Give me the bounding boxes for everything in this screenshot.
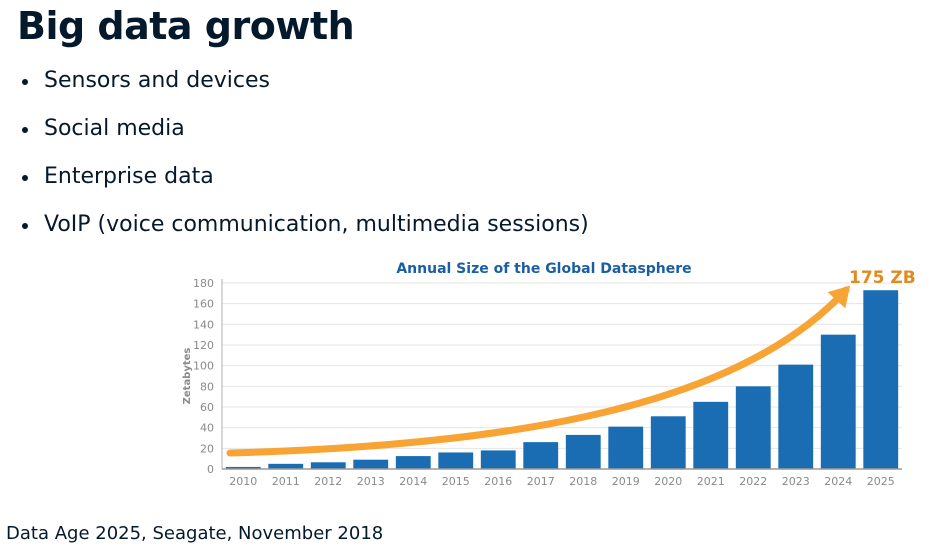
bar [778,364,814,469]
x-tick-label: 2013 [357,475,385,488]
bar [608,426,644,469]
x-tick-label: 2017 [527,475,555,488]
x-tick-label: 2020 [654,475,682,488]
y-tick-label: 40 [200,422,214,435]
y-axis-label: Zetabytes [182,348,193,405]
x-tick-label: 2012 [314,475,342,488]
y-tick-label: 140 [193,318,214,331]
bar [395,456,431,469]
x-tick-label: 2016 [484,475,512,488]
bar [650,416,686,469]
x-tick-label: 2024 [824,475,852,488]
x-tick-label: 2023 [782,475,810,488]
growth-arrow-icon [827,285,851,309]
x-tick-label: 2011 [272,475,300,488]
bullet-dot-icon [22,175,28,181]
bullet-list: Sensors and devices Social media Enterpr… [22,66,589,258]
x-tick-label: 2019 [612,475,640,488]
bullet-text: Sensors and devices [44,68,270,93]
bullet-item: Social media [22,114,589,162]
bullet-dot-icon [22,127,28,133]
bar [523,442,559,469]
x-tick-label: 2010 [229,475,257,488]
bar [310,462,346,469]
y-tick-label: 20 [200,442,214,455]
bar [268,463,304,469]
bullet-text: Social media [44,116,185,141]
bullet-item: VoIP (voice communication, multimedia se… [22,210,589,258]
page-title: Big data growth [17,4,355,48]
bullet-item: Enterprise data [22,162,589,210]
bar [225,466,261,469]
bar [565,434,601,469]
bar [735,386,771,469]
chart-title: Annual Size of the Global Datasphere [396,261,691,277]
bar [820,334,856,469]
bar [353,459,389,469]
x-tick-label: 2022 [739,475,767,488]
bar [693,401,729,469]
y-tick-label: 100 [193,360,214,373]
source-citation: Data Age 2025, Seagate, November 2018 [6,523,384,544]
x-tick-label: 2015 [442,475,470,488]
bar [863,290,899,469]
bullet-text: Enterprise data [44,164,214,189]
bar [438,452,474,469]
y-tick-label: 160 [193,298,214,311]
y-tick-label: 0 [207,463,214,476]
x-tick-label: 2021 [697,475,725,488]
bullet-dot-icon [22,79,28,85]
y-tick-label: 120 [193,339,214,352]
growth-curve [226,286,850,457]
y-tick-label: 80 [200,380,214,393]
bullet-item: Sensors and devices [22,66,589,114]
x-tick-label: 2014 [399,475,427,488]
y-tick-label: 60 [200,401,214,414]
total-callout: 175 ZB [849,268,916,288]
bar [480,450,516,469]
bullet-dot-icon [22,223,28,229]
x-tick-label: 2018 [569,475,597,488]
x-tick-label: 2025 [867,475,895,488]
y-tick-label: 180 [193,277,214,290]
bullet-text: VoIP (voice communication, multimedia se… [44,212,589,237]
